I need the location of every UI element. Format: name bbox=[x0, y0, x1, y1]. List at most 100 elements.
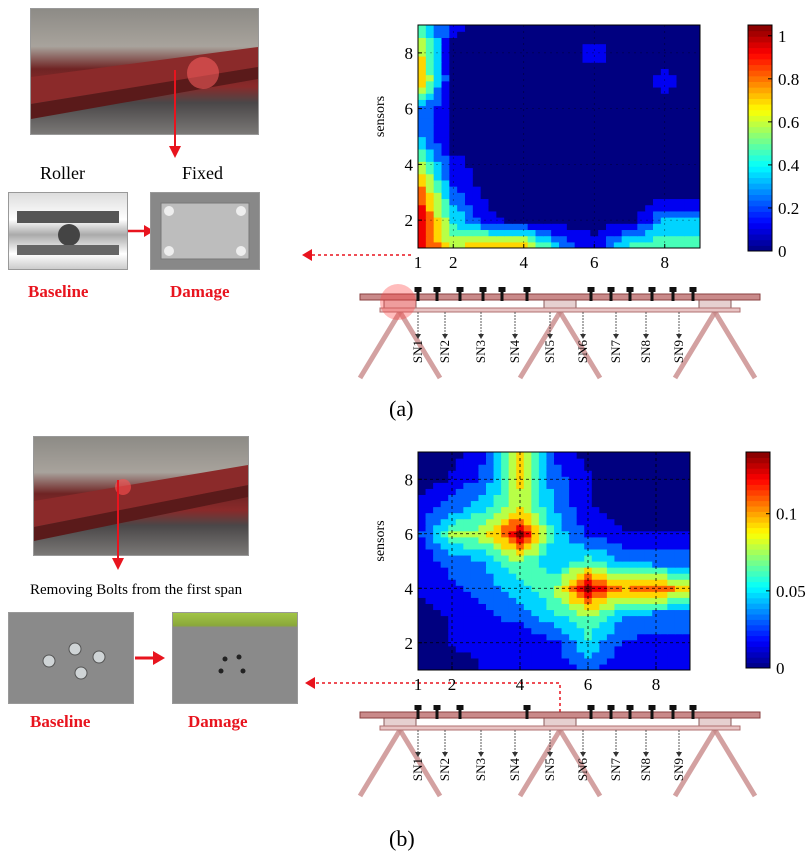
heatmap-cell bbox=[493, 651, 502, 659]
heatmap-cell bbox=[433, 573, 442, 580]
heatmap-cell bbox=[692, 93, 700, 100]
heatmap-cell bbox=[637, 621, 646, 629]
heatmap-cell bbox=[660, 229, 670, 237]
heatmap-cell bbox=[486, 561, 495, 568]
heatmap-cell bbox=[566, 25, 576, 32]
heatmap-cell bbox=[425, 186, 435, 193]
heatmap-cell bbox=[538, 645, 548, 653]
heatmap-cell bbox=[543, 204, 552, 212]
heatmap-cell bbox=[523, 651, 532, 659]
heatmap-cell bbox=[582, 198, 591, 206]
heatmap-cell bbox=[684, 105, 693, 113]
heatmap-cell bbox=[440, 518, 449, 526]
bolt-shank bbox=[458, 291, 462, 301]
heatmap-cell bbox=[449, 93, 458, 100]
heatmap-cell bbox=[504, 55, 513, 63]
heatmap-cell bbox=[527, 142, 537, 150]
heatmap-cell bbox=[652, 518, 661, 526]
heatmap-cell bbox=[621, 223, 631, 231]
heatmap-cell bbox=[554, 536, 563, 544]
heatmap-cell bbox=[613, 235, 623, 243]
heatmap-cell bbox=[448, 627, 457, 635]
heatmap-cell bbox=[569, 633, 578, 641]
heatmap-cell bbox=[535, 148, 544, 156]
colorbar bbox=[746, 452, 770, 669]
heatmap-cell bbox=[551, 186, 560, 193]
heatmap-cell bbox=[455, 524, 464, 532]
heatmap-cell bbox=[576, 633, 585, 641]
heatmap-cell bbox=[478, 464, 487, 471]
heatmap-cell bbox=[644, 633, 653, 641]
heatmap-cell bbox=[470, 633, 480, 641]
heatmap-cell bbox=[465, 217, 474, 224]
heatmap-cell bbox=[621, 74, 631, 82]
heatmap-cell bbox=[652, 651, 661, 659]
heatmap-cell bbox=[613, 241, 623, 248]
heatmap-cell bbox=[455, 488, 464, 495]
heatmap-cell bbox=[621, 142, 631, 150]
heatmap-cell bbox=[692, 117, 700, 125]
heatmap-cell bbox=[478, 585, 487, 592]
heatmap-cell bbox=[653, 235, 662, 243]
heatmap-cell bbox=[449, 99, 458, 107]
heatmap-cell bbox=[584, 524, 593, 532]
heatmap-cell bbox=[465, 68, 474, 76]
heatmap-cell bbox=[538, 633, 548, 641]
heatmap-cell bbox=[516, 494, 525, 502]
heatmap-cell bbox=[660, 86, 670, 94]
heatmap-cell bbox=[574, 179, 584, 187]
heatmap-cell bbox=[531, 615, 540, 623]
bridge-photo-b-svg bbox=[34, 465, 248, 541]
support-leg bbox=[357, 728, 403, 798]
heatmap-cell bbox=[478, 470, 487, 477]
heatmap-cell bbox=[566, 179, 576, 187]
heatmap-cell bbox=[591, 518, 600, 526]
heatmap-cell bbox=[629, 597, 638, 604]
heatmap-cell bbox=[425, 458, 434, 465]
heatmap-cell bbox=[569, 482, 578, 489]
heatmap-cell bbox=[652, 530, 661, 538]
heatmap-cell bbox=[516, 458, 525, 465]
heatmap-cell bbox=[523, 591, 532, 598]
heatmap-cell bbox=[501, 627, 510, 635]
heatmap-cell bbox=[637, 55, 646, 63]
heatmap-cell bbox=[645, 130, 654, 138]
heatmap-cell bbox=[682, 657, 690, 665]
heatmap-cell bbox=[504, 179, 513, 187]
heatmap-cell bbox=[418, 198, 427, 206]
heatmap-cell bbox=[455, 621, 464, 629]
heatmap-cell bbox=[480, 241, 490, 248]
heatmap-cell bbox=[504, 235, 513, 243]
heatmap-cell bbox=[645, 229, 654, 237]
heatmap-cell bbox=[519, 31, 529, 38]
heatmap-cell bbox=[463, 554, 472, 562]
heatmap-cell bbox=[644, 518, 653, 526]
heatmap-cell bbox=[637, 142, 646, 150]
heatmap-cell bbox=[590, 25, 599, 32]
heatmap-cell bbox=[516, 627, 525, 635]
heatmap-cell bbox=[598, 74, 607, 82]
heatmap-cell bbox=[457, 235, 466, 243]
heatmap-cell bbox=[606, 179, 615, 187]
heatmap-cell bbox=[629, 657, 638, 665]
heatmap-cell bbox=[504, 117, 513, 125]
heatmap-cell bbox=[486, 573, 495, 580]
heatmap-cell bbox=[653, 105, 662, 113]
heatmap-cell bbox=[546, 536, 555, 544]
heatmap-cell bbox=[488, 167, 497, 175]
heatmap-cell bbox=[622, 500, 631, 508]
heatmap-cell bbox=[457, 179, 466, 187]
heatmap-cell bbox=[676, 68, 685, 76]
heatmap-cell bbox=[668, 210, 678, 218]
heatmap-cell bbox=[538, 579, 548, 586]
colorbar-segment bbox=[748, 132, 772, 139]
heatmap-cell bbox=[457, 37, 466, 45]
heatmap-cell bbox=[606, 506, 616, 514]
heatmap-cell bbox=[606, 49, 615, 57]
heatmap-cell bbox=[546, 464, 555, 471]
heatmap-cell bbox=[527, 217, 537, 224]
y-tick-label: 4 bbox=[405, 155, 414, 174]
heatmap-cell bbox=[496, 117, 505, 125]
heatmap-cell bbox=[496, 111, 505, 119]
heatmap-cell bbox=[667, 554, 676, 562]
